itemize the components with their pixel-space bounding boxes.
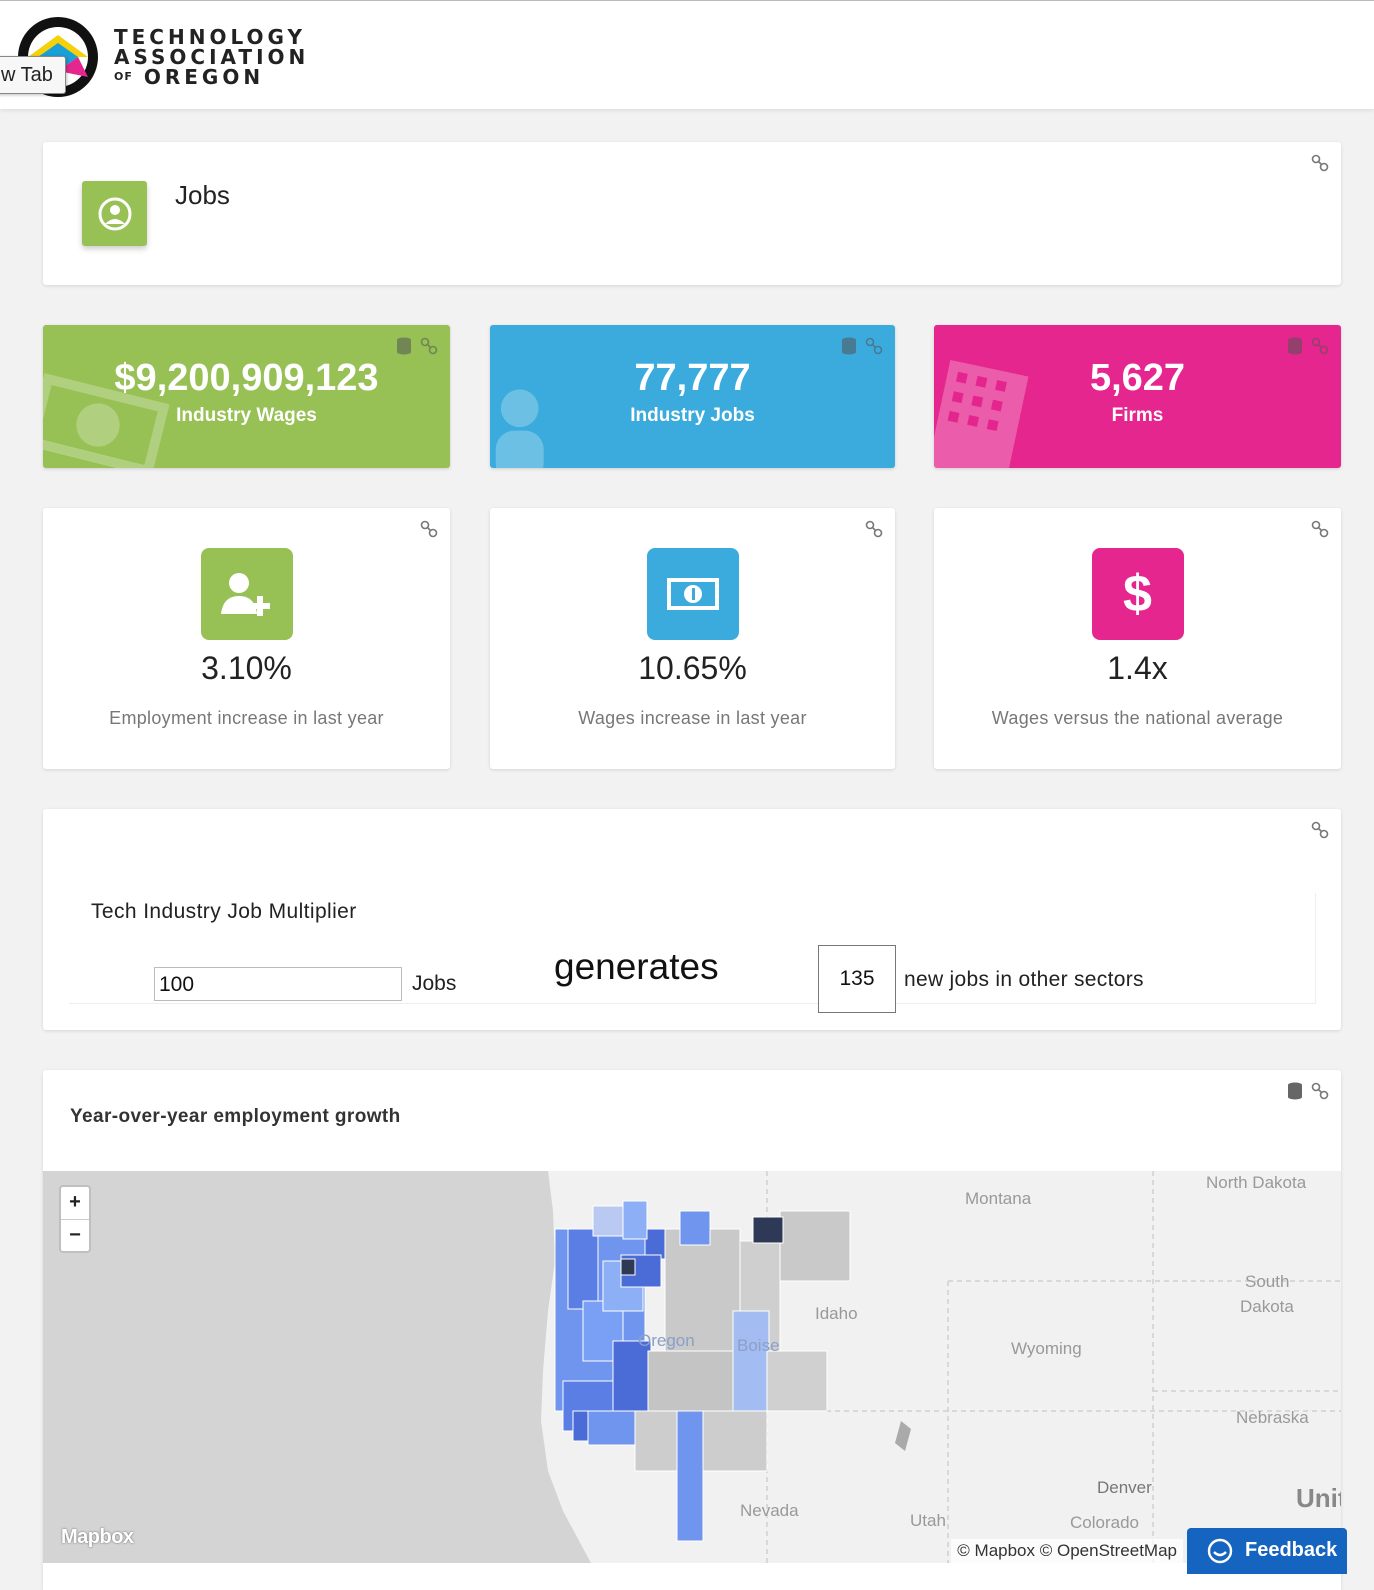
new-tab-tooltip[interactable]: w Tab (0, 56, 66, 94)
kpi-description: Wages versus the national average (991, 708, 1284, 728)
database-icon[interactable] (1287, 337, 1303, 355)
map-label-denver: Denver (1097, 1478, 1152, 1497)
kpi-description: Wages increase in last year (578, 708, 807, 728)
kpi-card-wages: 10.65% Wages increase in last year (490, 508, 895, 769)
map-label-south-dakota-1: South (1245, 1272, 1290, 1291)
feedback-button[interactable]: Feedback (1187, 1528, 1347, 1574)
logo-line-2: ASSOCIATION (114, 45, 310, 69)
map-base (43, 1171, 1341, 1563)
jobs-title-card: Jobs (43, 142, 1341, 285)
map-label-nebraska: Nebraska (1236, 1408, 1309, 1427)
logo-text: TECHNOLOGY ASSOCIATION OF OREGON (114, 27, 309, 87)
jobs-icon-box (82, 181, 147, 246)
zoom-in-button[interactable]: + (61, 1187, 89, 1220)
link-icon[interactable] (1311, 337, 1329, 355)
map-label-utah: Utah (910, 1511, 946, 1530)
top-header: TECHNOLOGY ASSOCIATION OF OREGON w Tab (0, 0, 1374, 109)
page-title: Jobs (175, 180, 230, 210)
kpi-value: 3.10% (201, 650, 292, 686)
multiplier-title: Tech Industry Job Multiplier (91, 900, 357, 923)
map-label-montana: Montana (965, 1189, 1032, 1208)
map-title: Year-over-year employment growth (70, 1106, 401, 1127)
map-label-colorado: Colorado (1070, 1513, 1139, 1532)
generates-label: generates (554, 946, 719, 987)
map-label-nevada: Nevada (740, 1501, 799, 1520)
jobs-input[interactable]: 100 (154, 967, 402, 1001)
stat-value: $9,200,909,123 (114, 357, 379, 399)
feedback-icon (1207, 1538, 1233, 1564)
kpi-value: 10.65% (638, 650, 747, 686)
map-label-boise: Boise (737, 1336, 780, 1355)
money-icon (43, 373, 170, 468)
map-label-idaho: Idaho (815, 1304, 858, 1323)
kpi-card-national: $ 1.4x Wages versus the national average (934, 508, 1341, 769)
stat-label: Industry Wages (176, 405, 317, 426)
link-icon[interactable] (420, 520, 438, 538)
map-label-north-dakota: North Dakota (1206, 1173, 1307, 1192)
user-plus-icon (220, 573, 270, 616)
employment-growth-map[interactable]: + − Montana North Dakota South Dakota Id… (43, 1171, 1341, 1563)
database-icon[interactable] (396, 337, 412, 355)
multiplier-inner-panel (69, 893, 1316, 1004)
building-icon (934, 359, 1029, 468)
logo-of: OF (114, 70, 133, 83)
logo-line-3: OREGON (143, 65, 265, 89)
stat-value: 5,627 (1089, 357, 1186, 399)
map-label-oregon: Oregon (638, 1331, 695, 1350)
mapbox-logo[interactable]: Mapbox (61, 1526, 134, 1548)
stat-label: Firms (1111, 405, 1164, 426)
person-icon (495, 389, 544, 468)
zoom-control: + − (59, 1185, 91, 1253)
money-icon (666, 578, 719, 610)
map-label-united-states: Unit (1296, 1483, 1341, 1513)
stat-card-jobs: 77,777 Industry Jobs (490, 325, 895, 468)
database-icon[interactable] (1287, 1082, 1303, 1100)
stat-value: 77,777 (634, 357, 751, 399)
map-label-south-dakota-2: Dakota (1240, 1297, 1294, 1316)
link-icon[interactable] (865, 520, 883, 538)
link-icon[interactable] (1311, 821, 1329, 839)
kpi-description: Employment increase in last year (109, 708, 384, 728)
kpi-icon-box (646, 548, 739, 640)
zoom-out-button[interactable]: − (69, 1224, 81, 1246)
stat-card-wages: $9,200,909,123 Industry Wages (43, 325, 450, 468)
jobs-label: Jobs (412, 972, 457, 995)
kpi-icon-box (200, 548, 293, 640)
link-icon[interactable] (1311, 1082, 1329, 1100)
stat-label: Industry Jobs (630, 405, 755, 426)
stat-card-firms: 5,627 Firms (934, 325, 1341, 468)
kpi-value: 1.4x (1107, 650, 1168, 686)
map-label-wyoming: Wyoming (1011, 1339, 1082, 1358)
database-icon[interactable] (841, 337, 857, 355)
logo-line-1: TECHNOLOGY (114, 25, 306, 49)
generated-jobs-output: 135 (818, 945, 896, 1013)
feedback-label: Feedback (1245, 1539, 1338, 1561)
dollar-icon: $ (1123, 565, 1152, 623)
new-jobs-label: new jobs in other sectors (904, 968, 1144, 991)
link-icon[interactable] (1311, 520, 1329, 538)
user-circle-icon (98, 197, 132, 231)
link-icon[interactable] (865, 337, 883, 355)
link-icon[interactable] (420, 337, 438, 355)
map-attribution[interactable]: © Mapbox © OpenStreetMap (951, 1539, 1183, 1563)
kpi-icon-box: $ (1091, 548, 1184, 640)
kpi-card-employment: 3.10% Employment increase in last year (43, 508, 450, 769)
link-icon[interactable] (1311, 154, 1329, 172)
